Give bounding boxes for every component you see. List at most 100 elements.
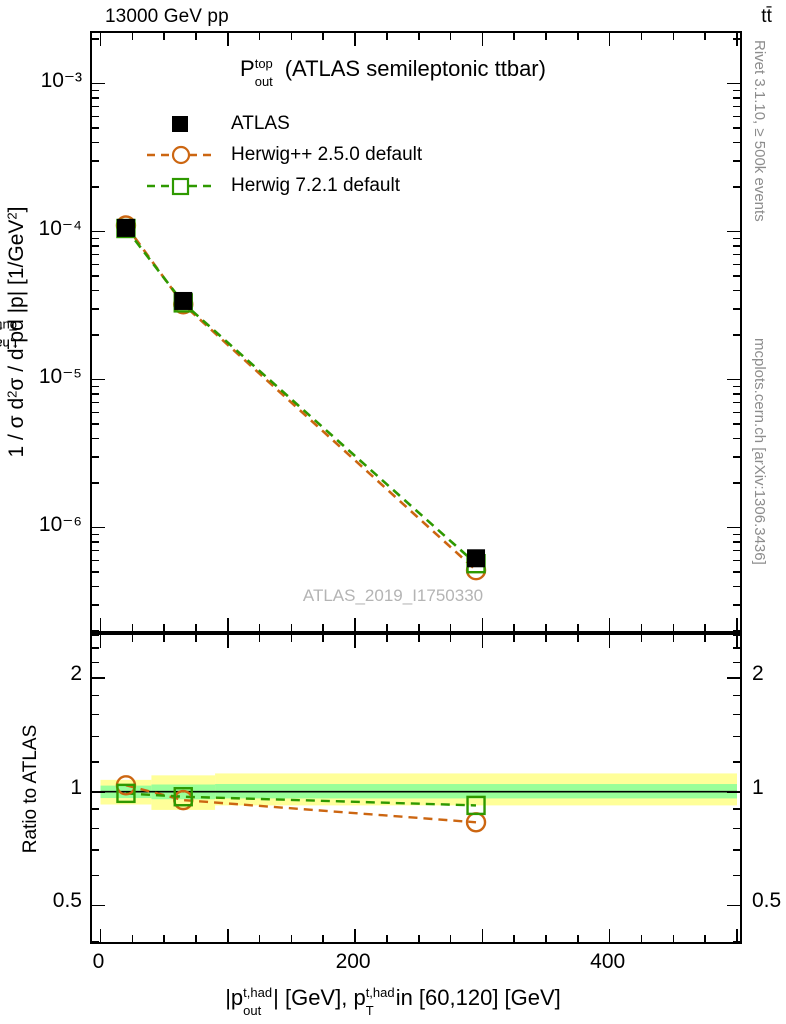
axis-tick [92,827,99,830]
ratio-data-point [173,787,193,807]
axis-tick [92,941,99,942]
axis-tick [92,661,99,664]
axis-tick [704,935,706,942]
axis-tick [92,482,99,484]
y-tick-label-ratio-right: 2 [752,662,764,686]
axis-tick [727,230,740,233]
axis-tick [92,275,99,277]
axis-tick [131,635,134,642]
axis-tick [513,935,516,942]
axis-tick [99,618,102,631]
axis-tick [733,141,740,144]
axis-tick [92,263,99,266]
axis-tick [733,808,740,810]
axis-tick [733,411,740,414]
axis-tick [733,160,740,162]
axis-tick [92,647,99,649]
axis-tick [92,160,99,162]
axis-tick [481,929,484,942]
main-data-point [174,291,193,310]
axis-tick [513,635,516,642]
axis-tick [481,33,484,46]
axis-tick [290,635,293,642]
legend-marker [145,144,217,166]
axis-tick [733,604,740,606]
main-data-point [116,218,135,237]
axis-tick [733,661,740,664]
axis-tick [92,571,99,573]
axis-tick [195,635,197,642]
axis-tick [386,635,388,642]
axis-tick [290,624,293,631]
axis-tick [733,559,740,562]
axis-tick [195,935,197,942]
legend-item: ATLAS [145,108,422,139]
axis-tick [92,289,99,292]
axis-tick [92,677,105,679]
axis-tick [322,33,325,40]
axis-tick [733,393,740,395]
axis-tick [733,334,740,336]
axis-tick [227,635,229,648]
axis-tick [733,761,740,763]
axis-tick [92,401,99,404]
axis-tick [99,635,102,648]
axis-tick [545,935,547,942]
axis-tick [92,849,99,851]
axis-tick [727,904,740,907]
axis-tick [733,541,740,543]
axis-tick [386,624,388,631]
axis-tick [733,245,740,247]
axis-tick [386,935,388,942]
axis-tick [92,713,99,716]
axis-tick [733,115,740,118]
axis-tick [733,89,740,92]
axis-tick [195,624,197,631]
legend-symbol [172,115,188,132]
axis-tick [727,790,740,793]
axis-tick [727,82,740,85]
axis-tick [92,456,99,458]
axis-tick [608,635,611,648]
axis-tick [92,245,99,247]
legend-item: Herwig 7.2.1 default [145,170,422,201]
main-series-line [124,227,477,565]
mcplots-source-note: mcplots.cern.ch [arXiv:1306.3436] [751,338,768,565]
legend-symbol [171,145,191,164]
axis-tick [92,230,105,233]
axis-tick [733,647,740,649]
axis-tick [640,33,643,40]
axis-tick [733,263,740,266]
axis-tick [92,559,99,562]
axis-tick [733,827,740,830]
axis-tick [672,33,675,40]
y-tick-label-ratio-right: 0.5 [752,889,782,913]
axis-tick [640,635,643,642]
axis-tick [545,624,547,631]
axis-tick [733,874,740,877]
axis-tick [733,571,740,573]
axis-tick [733,289,740,292]
axis-tick [640,935,643,942]
axis-tick [92,385,99,388]
axis-tick [99,929,102,942]
axis-tick [92,635,99,636]
axis-tick [577,935,579,942]
axis-tick [92,115,99,118]
main-data-point [467,549,486,568]
axis-tick [608,33,611,46]
axis-tick [92,630,99,631]
main-series-line [124,224,477,572]
axis-tick [727,378,740,381]
axis-tick [449,624,452,631]
axis-tick [733,456,740,458]
axis-tick [733,275,740,277]
axis-tick [92,89,99,92]
axis-tick [704,33,706,40]
axis-tick [92,735,99,738]
axis-tick [92,378,105,381]
axis-tick [608,929,611,942]
axis-tick [290,935,293,942]
